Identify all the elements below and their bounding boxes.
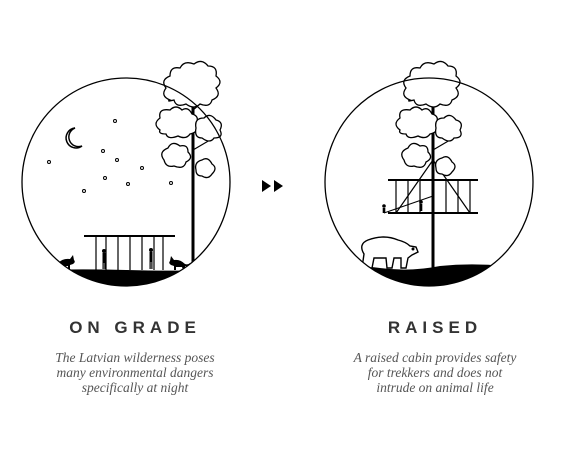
on-grade-illustration (21, 60, 231, 287)
ground (325, 264, 533, 286)
ground (22, 268, 230, 286)
ground-cabin (84, 235, 175, 270)
caption-line: The Latvian wilderness poses (55, 350, 215, 365)
panel-heading: ON GRADE (69, 318, 201, 337)
fox-icon (169, 256, 190, 270)
on-grade-panel: ON GRADE The Latvian wilderness poses ma… (0, 0, 270, 451)
panel-caption: A raised cabin provides safety for trekk… (300, 350, 570, 395)
double-right-arrow-icon (262, 180, 283, 192)
panel-heading: RAISED (387, 318, 483, 337)
stars (47, 119, 173, 193)
caption-line: specifically at night (81, 380, 189, 395)
trekker-figure (149, 248, 153, 269)
trekker-figure (419, 200, 423, 211)
bear-icon (361, 236, 419, 269)
panel-caption: The Latvian wilderness poses many enviro… (0, 350, 270, 395)
trekker-figure (102, 249, 106, 269)
caption-line: for trekkers and does not (367, 365, 503, 380)
trekker-figure (382, 204, 386, 213)
raised-illustration (324, 60, 534, 287)
tree-crown (155, 60, 222, 179)
raised-panel: RAISED A raised cabin provides safety fo… (300, 0, 570, 451)
caption-line: many environmental dangers (56, 365, 214, 380)
raised-cabin (383, 159, 478, 214)
crescent-moon-icon (65, 127, 83, 149)
fox-icon (54, 255, 75, 270)
scene-circle (21, 77, 231, 287)
scene-circle (324, 77, 534, 287)
caption-line: A raised cabin provides safety (353, 350, 517, 365)
caption-line: intrude on animal life (376, 380, 494, 395)
tree-crown (395, 60, 462, 177)
